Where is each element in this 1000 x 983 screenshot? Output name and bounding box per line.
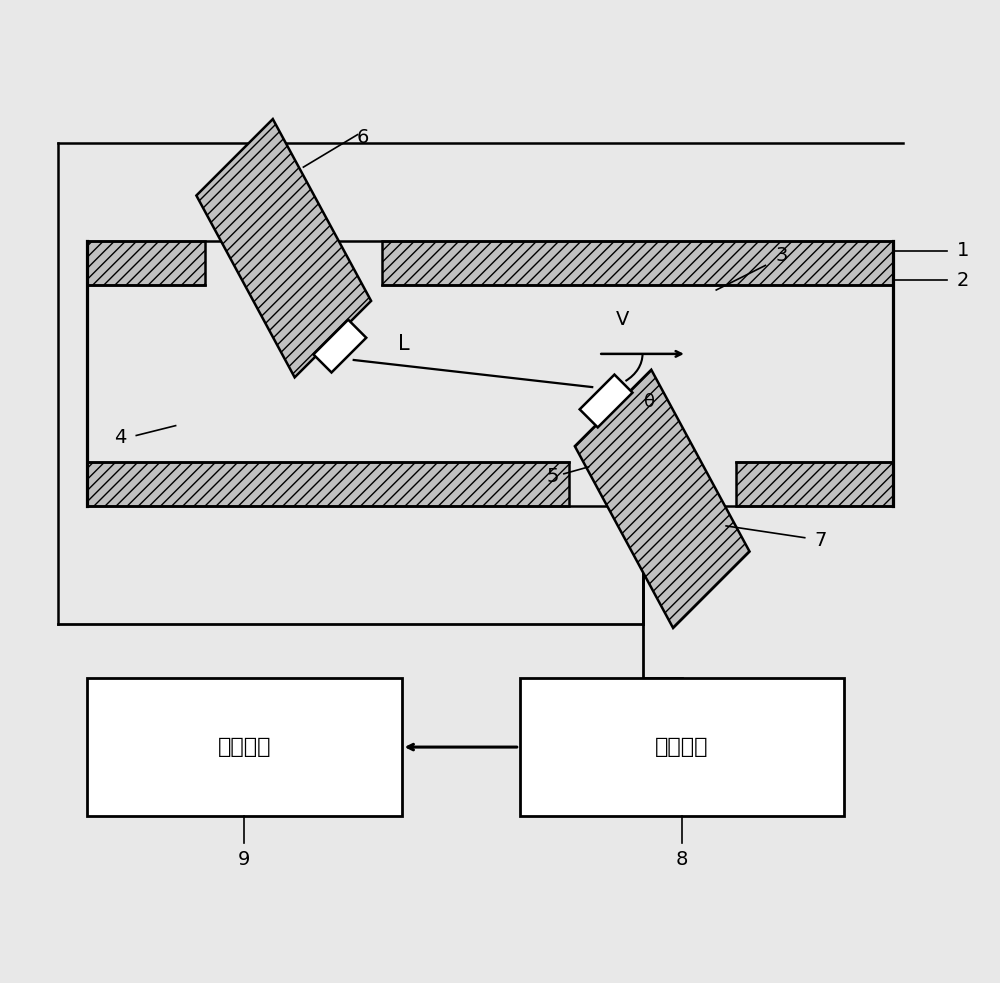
Text: 7: 7 (815, 531, 827, 550)
Text: 8: 8 (676, 850, 688, 869)
Text: 6: 6 (356, 128, 369, 146)
Bar (87, 678, 402, 816)
Text: L: L (398, 334, 410, 354)
Polygon shape (736, 462, 893, 506)
Bar (520, 678, 844, 816)
Text: 运算电路: 运算电路 (218, 737, 271, 757)
Text: 4: 4 (114, 428, 126, 447)
Text: 1: 1 (957, 241, 969, 260)
Polygon shape (313, 319, 366, 373)
Polygon shape (196, 119, 371, 377)
Polygon shape (87, 462, 569, 506)
Polygon shape (575, 370, 750, 628)
Polygon shape (580, 375, 633, 428)
Text: 3: 3 (775, 246, 788, 265)
Text: 测量电路: 测量电路 (655, 737, 709, 757)
Text: V: V (616, 311, 630, 329)
Text: 5: 5 (546, 467, 559, 487)
Polygon shape (382, 241, 893, 285)
Text: θ: θ (644, 393, 655, 411)
Text: 9: 9 (238, 850, 251, 869)
Polygon shape (87, 241, 205, 285)
Text: 2: 2 (957, 270, 969, 290)
